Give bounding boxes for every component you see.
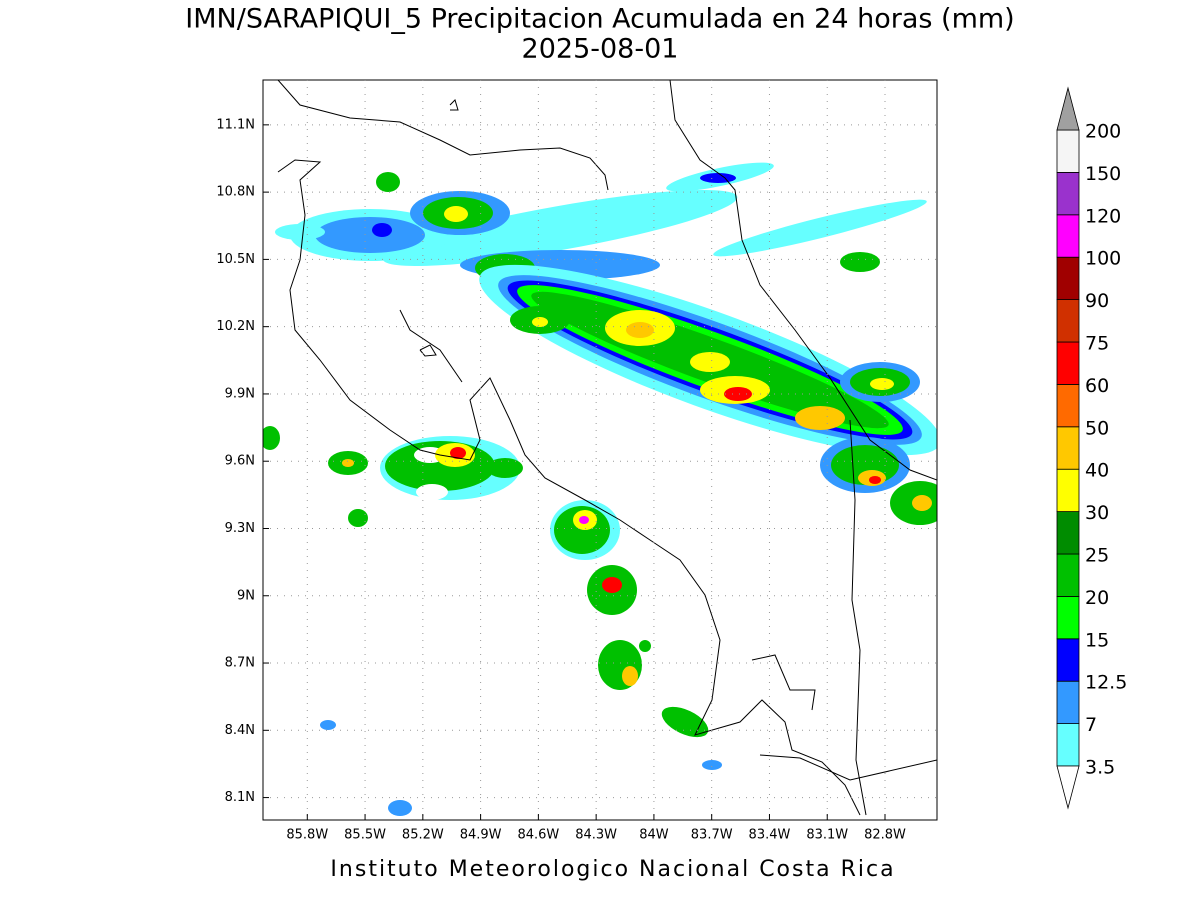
colorbar-bin — [1056, 129, 1080, 173]
colorbar-bin — [1056, 299, 1080, 343]
y-tick-label: 10.2N — [216, 319, 255, 334]
y-tick-label: 10.5N — [216, 252, 255, 267]
x-tick-label: 83.1W — [806, 828, 848, 843]
colorbar-label: 15 — [1085, 629, 1109, 651]
y-tick-label: 9N — [237, 588, 255, 603]
y-tick-label: 8.1N — [225, 790, 255, 805]
colorbar-bin — [1056, 511, 1080, 555]
coastline — [277, 80, 937, 816]
title: IMN/SARAPIQUI_5 Precipitacion Acumulada … — [185, 4, 1014, 35]
colorbar-bin — [1056, 680, 1080, 725]
colorbar-bin — [1056, 256, 1080, 301]
y-tick-label: 11.1N — [216, 117, 255, 132]
colorbar-label: 90 — [1085, 290, 1109, 312]
x-tick-label: 85.5W — [344, 828, 386, 843]
colorbar-label: 7 — [1085, 714, 1097, 736]
colorbar-bin — [1056, 596, 1080, 640]
colorbar-label: 20 — [1085, 587, 1109, 609]
x-tick-label: 84.9W — [460, 828, 502, 843]
colorbar-bin — [1056, 214, 1080, 258]
x-tick-label: 85.2W — [402, 828, 444, 843]
colorbar-label: 100 — [1085, 248, 1121, 270]
colorbar-label: 50 — [1085, 417, 1109, 439]
y-tick-label: 10.8N — [216, 185, 255, 200]
map-frame — [262, 79, 938, 821]
y-tick-label: 8.4N — [225, 723, 255, 738]
colorbar-bin — [1056, 171, 1080, 216]
colorbar-bin — [1056, 383, 1080, 428]
y-tick-label: 9.6N — [225, 454, 255, 469]
colorbar-bin — [1056, 638, 1080, 682]
subtitle: 2025-08-01 — [522, 34, 679, 65]
colorbar-label: 200 — [1085, 121, 1121, 143]
colorbar-bin — [1056, 426, 1080, 470]
colorbar-label: 25 — [1085, 545, 1109, 567]
colorbar-label: 60 — [1085, 375, 1109, 397]
x-tick-label: 84.3W — [575, 828, 617, 843]
colorbar-bin — [1056, 723, 1080, 767]
footer: Instituto Meteorologico Nacional Costa R… — [330, 857, 895, 882]
colorbar-label: 40 — [1085, 460, 1109, 482]
x-tick-label: 85.8W — [286, 828, 328, 843]
colorbar-label: 150 — [1085, 163, 1121, 185]
colorbar-label: 30 — [1085, 502, 1109, 524]
colorbar-bin — [1056, 341, 1080, 385]
x-tick-label: 82.8W — [864, 828, 906, 843]
colorbar-label: 3.5 — [1085, 757, 1115, 779]
colorbar-over-arrow — [1056, 86, 1080, 131]
y-tick-label: 9.3N — [225, 521, 255, 536]
y-tick-label: 9.9N — [225, 386, 255, 401]
colorbar-under-arrow — [1056, 765, 1080, 810]
colorbar-bin — [1056, 468, 1080, 513]
x-tick-label: 83.7W — [691, 828, 733, 843]
colorbar-label: 75 — [1085, 333, 1109, 355]
colorbar-label: 12.5 — [1085, 672, 1127, 694]
x-tick-label: 83.4W — [749, 828, 791, 843]
x-tick-label: 84W — [639, 828, 669, 843]
x-tick-label: 84.6W — [517, 828, 559, 843]
precipitation-field — [263, 162, 937, 816]
y-tick-label: 8.7N — [225, 656, 255, 671]
colorbar-label: 120 — [1085, 205, 1121, 227]
colorbar-bin — [1056, 553, 1080, 597]
